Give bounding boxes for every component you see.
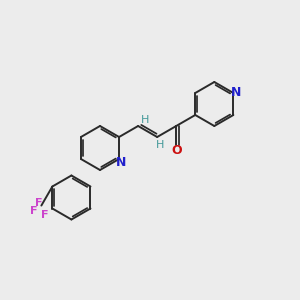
Text: H: H bbox=[141, 115, 149, 125]
Text: F: F bbox=[30, 206, 37, 216]
Text: F: F bbox=[40, 210, 48, 220]
Text: H: H bbox=[156, 140, 164, 150]
Text: N: N bbox=[116, 155, 126, 169]
Text: N: N bbox=[231, 85, 242, 98]
Text: F: F bbox=[34, 198, 42, 208]
Text: O: O bbox=[171, 144, 181, 157]
